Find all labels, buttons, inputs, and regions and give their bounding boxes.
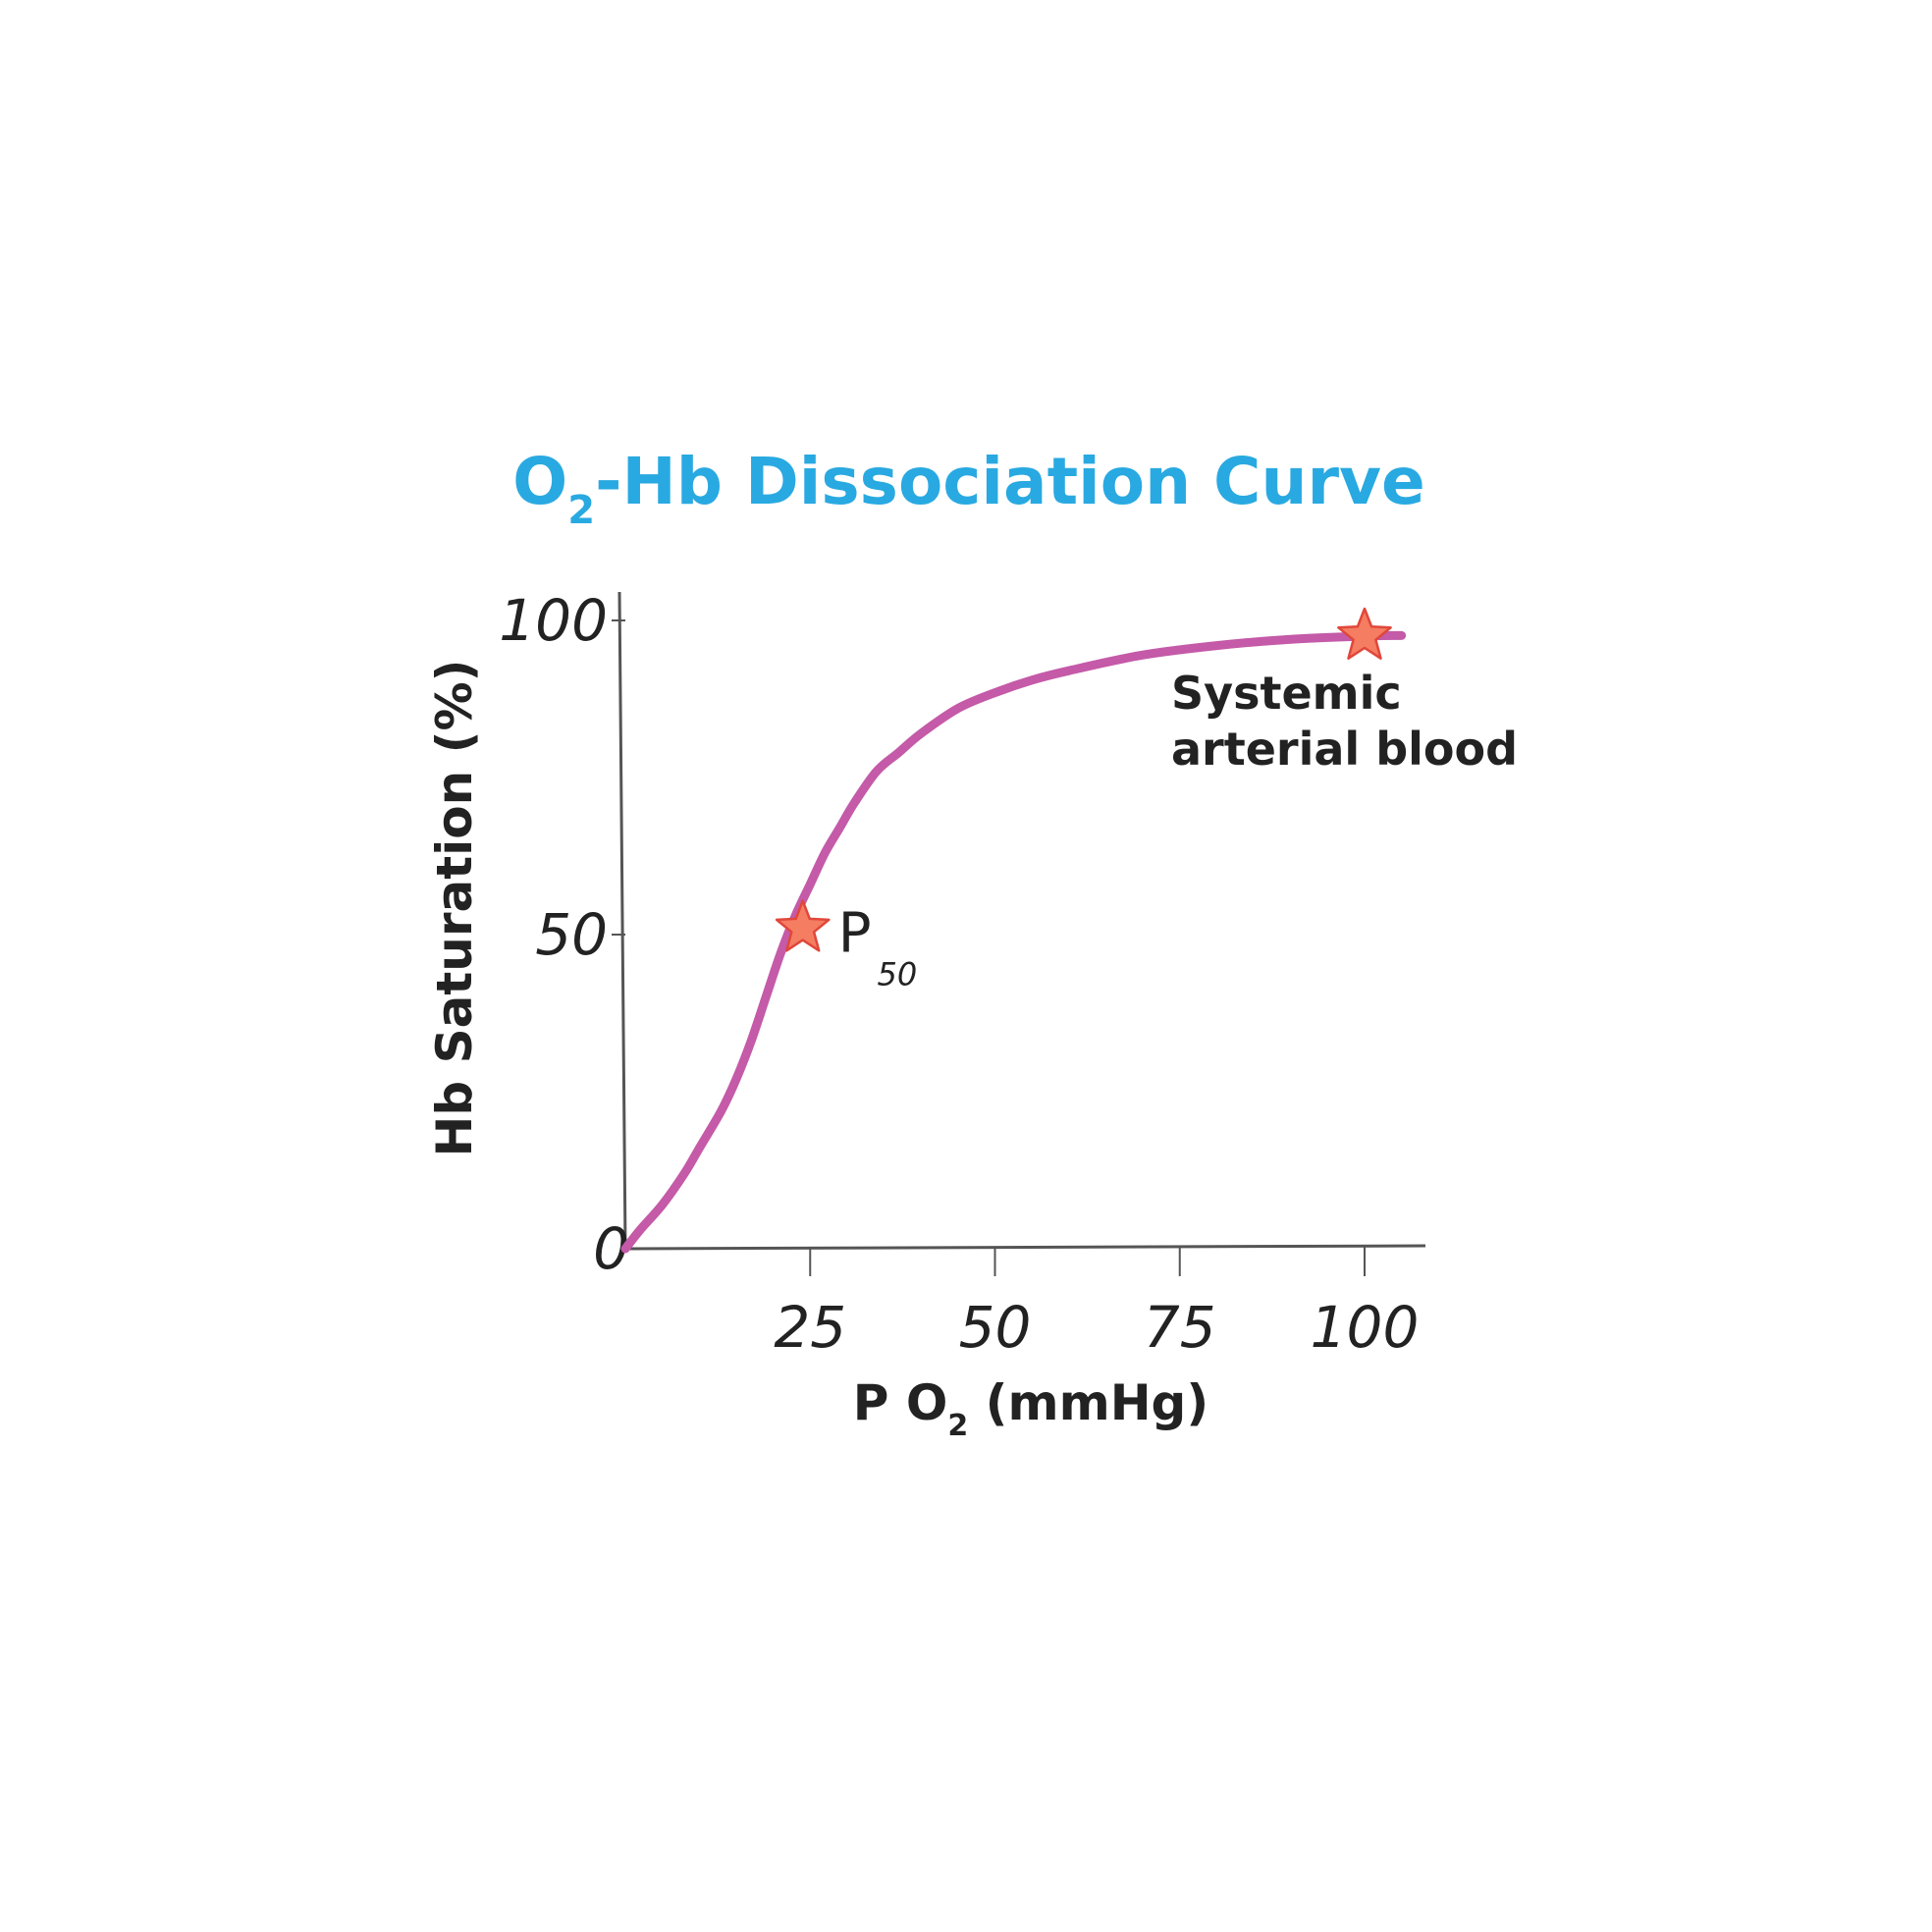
x-tick-label: 25: [774, 1294, 846, 1361]
markers: [775, 607, 1392, 952]
x-ticks: 25 50 75 100: [774, 1247, 1419, 1361]
x-axis: [624, 1244, 1426, 1251]
systemic-annotation-line-2: arterial blood: [1171, 723, 1518, 776]
p50-star-marker: [775, 899, 831, 952]
y-axis-label: Hb Saturation (%): [426, 660, 483, 1157]
systemic-star-marker: [1337, 607, 1392, 660]
p50-annotation: P50: [838, 902, 918, 993]
x-tick-label: 50: [959, 1294, 1032, 1361]
x-tick-label: 100: [1311, 1294, 1420, 1361]
x-axis-label: P O2 (mmHg): [853, 1374, 1208, 1443]
y-tick-label: 50: [535, 901, 608, 968]
y-axis: [617, 591, 627, 1250]
y-tick-label: 100: [499, 587, 608, 654]
chart-title: O2-Hb Dissociation Curve: [512, 444, 1425, 533]
x-tick-label: 75: [1144, 1294, 1216, 1361]
systemic-annotation-line-1: Systemic: [1171, 667, 1402, 720]
series-line: [620, 630, 1407, 1254]
